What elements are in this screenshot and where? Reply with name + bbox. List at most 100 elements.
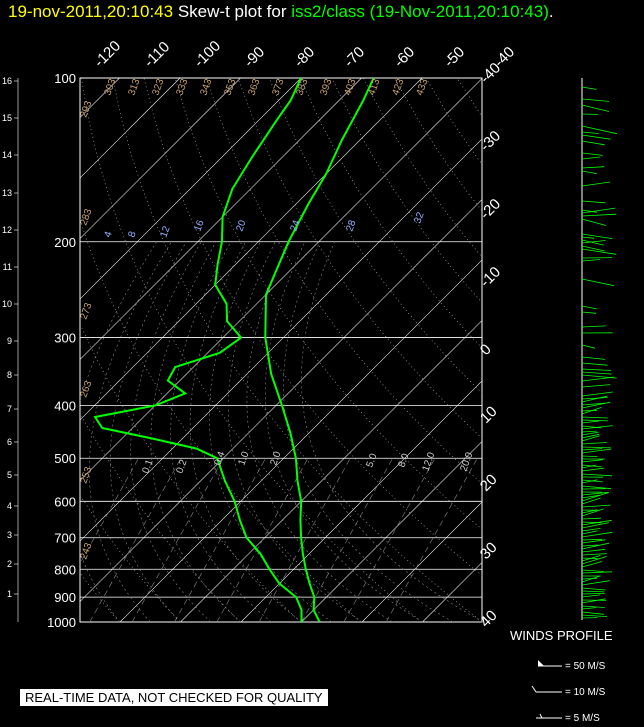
mixing-ratio-label: 4	[102, 230, 114, 239]
isotherm-line	[80, 78, 241, 239]
legend-barb-flag	[538, 660, 544, 666]
wind-barb	[581, 325, 606, 328]
mixing-ratio-line	[80, 458, 139, 565]
wind-barb	[581, 435, 600, 442]
mixing-ratio-line	[301, 458, 393, 622]
wind-barb	[581, 409, 597, 412]
wind-barb	[581, 134, 611, 140]
wind-barb	[581, 233, 613, 239]
pressure-tick-label: 200	[54, 235, 76, 250]
isotherm-line	[80, 199, 482, 602]
wind-barb	[581, 530, 598, 535]
wind-barb	[581, 245, 605, 252]
pressure-tick-label: 1000	[47, 615, 76, 630]
wind-barb	[581, 442, 607, 445]
moist-adiabat-curve	[246, 241, 393, 622]
mixing-ratio-line	[216, 458, 309, 622]
wind-barb	[581, 86, 597, 90]
wind-barb	[581, 459, 603, 463]
winds-profile-label: WINDS PROFILE	[510, 628, 613, 643]
mixing-ratio-lower-label: 5.0	[364, 452, 379, 469]
wind-barb	[581, 236, 595, 239]
wind-barb	[581, 181, 611, 187]
wind-barb	[581, 239, 604, 246]
mixing-ratio-label: 8	[126, 230, 138, 239]
wind-barb	[581, 508, 604, 517]
pressure-tick-label: 500	[54, 451, 76, 466]
wind-barb	[581, 156, 600, 160]
wind-barb	[581, 539, 606, 544]
wind-barb	[581, 420, 600, 424]
moist-adiabat-curve	[283, 241, 453, 622]
isotherm-line	[80, 78, 482, 481]
wind-barb	[581, 542, 610, 550]
wind-barb	[581, 473, 613, 477]
moist-adiabat-curve	[189, 241, 302, 622]
wind-barb	[581, 509, 598, 514]
mixing-ratio-line	[89, 458, 182, 622]
height-tick-label: 7	[7, 404, 12, 414]
pressure-tick-label: 400	[54, 399, 76, 414]
dry-adiabat-curve	[80, 218, 362, 622]
wind-legend-10: = 10 M/S	[565, 687, 606, 698]
wind-barb	[581, 580, 610, 586]
isotherm-line	[80, 78, 302, 300]
height-tick-label: 13	[2, 188, 12, 198]
dry-adiabat-curve	[331, 78, 482, 304]
isotherm-line	[80, 78, 181, 179]
wind-barb	[581, 402, 605, 406]
dewpoint-trace	[93, 78, 303, 622]
title-datetime: 19-nov-2011,20:10:43	[8, 2, 174, 21]
title-text: Skew-t plot for	[177, 2, 287, 21]
wind-barb	[581, 519, 612, 526]
wind-barb	[581, 569, 604, 572]
wind-barb	[581, 207, 616, 214]
wind-barb	[581, 395, 608, 403]
height-tick-label: 6	[7, 437, 12, 447]
wind-barb	[581, 419, 609, 422]
dry-adiabat-curve	[80, 412, 241, 622]
wind-barb	[581, 561, 603, 568]
mixing-ratio-line	[343, 458, 436, 622]
wind-barb	[581, 497, 601, 505]
legend-barb-tick-5	[539, 713, 543, 719]
wind-barb	[581, 209, 598, 213]
wind-barb	[581, 587, 606, 591]
wind-barb	[581, 397, 608, 400]
wind-barb	[581, 553, 607, 556]
isotherm-line	[80, 78, 362, 360]
wind-barb	[581, 125, 617, 135]
wind-barb	[581, 448, 603, 451]
wind-barb	[581, 517, 601, 520]
pressure-tick-label: 300	[54, 331, 76, 346]
wind-barb	[581, 356, 606, 360]
mixing-ratio-label: 20	[234, 218, 248, 233]
wind-barb	[581, 575, 600, 583]
height-tick-label: 15	[2, 113, 12, 123]
wind-barb	[581, 391, 613, 397]
pressure-tick-label: 800	[54, 562, 76, 577]
wind-barb	[581, 166, 605, 169]
pressure-tick-label: 600	[54, 494, 76, 509]
moist-adiabat-curve	[88, 241, 172, 622]
wind-barb	[581, 431, 599, 436]
pressure-tick-label: 900	[54, 590, 76, 605]
wind-barb	[581, 607, 596, 610]
wind-barb	[581, 611, 604, 615]
mixing-ratio-label: 16	[192, 218, 206, 233]
isotherm-line	[361, 501, 482, 622]
wind-barb	[581, 494, 600, 499]
mixing-ratio-line	[131, 458, 224, 622]
isotherm-line	[301, 441, 482, 622]
isotherm-line	[119, 259, 482, 622]
wind-barb	[581, 259, 600, 262]
wind-barb	[581, 430, 597, 433]
wind-barb	[581, 528, 601, 532]
plot-grid-group	[80, 78, 482, 622]
wind-barb	[581, 571, 612, 574]
wind-barb	[581, 407, 602, 415]
wind-barb	[581, 170, 597, 174]
wind-barb	[581, 368, 612, 371]
mixing-ratio-label: 12	[158, 224, 172, 239]
isotherm-line	[80, 138, 482, 542]
